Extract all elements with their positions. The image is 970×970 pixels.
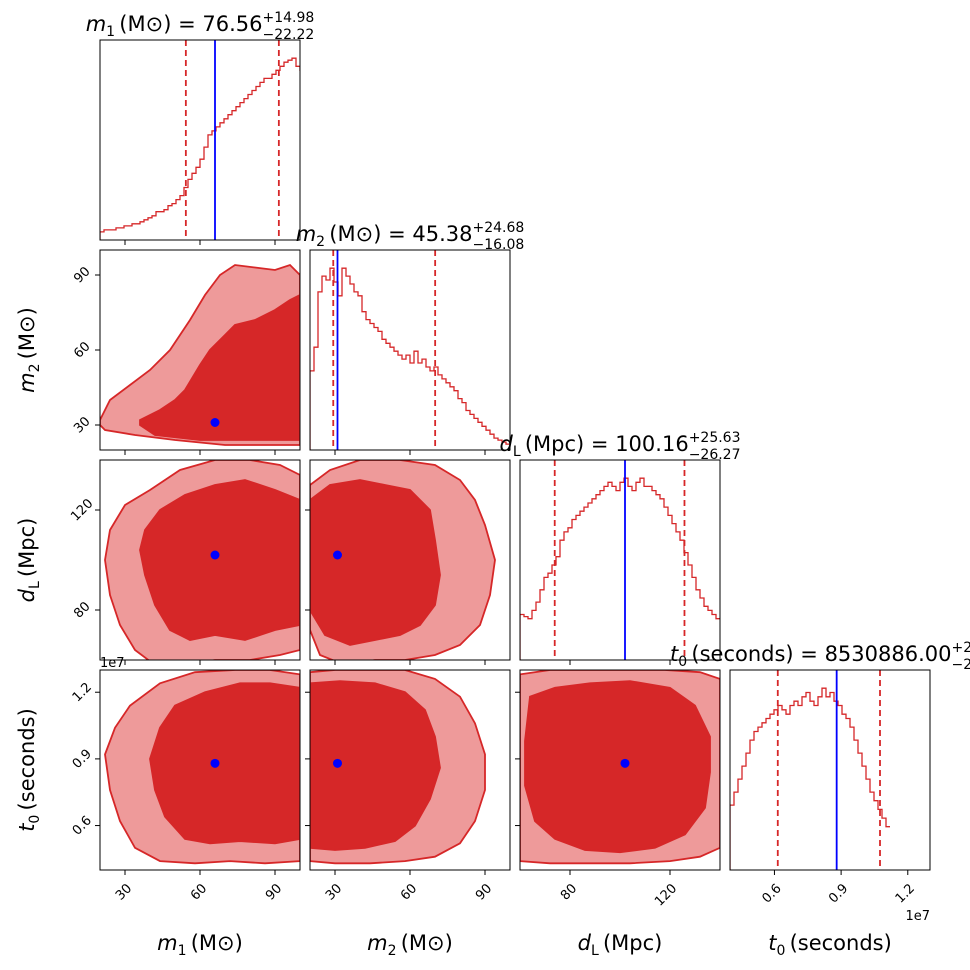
- x-tick-label: 90: [473, 881, 495, 903]
- histogram-t0: [730, 670, 890, 870]
- x-axis-label-m2: m2 (M⊙): [367, 931, 453, 959]
- y-axis-label-dL: dL (Mpc): [15, 518, 43, 603]
- y-tick-label: 120: [68, 496, 96, 524]
- title-value: = 100.16: [584, 432, 688, 456]
- x-tick-label: 60: [398, 881, 420, 903]
- title-err-plus: +25.63: [689, 430, 741, 446]
- title-err-plus: +223: [952, 640, 970, 656]
- title-err-plus: +24.68: [472, 220, 524, 236]
- histogram-m2: [310, 250, 510, 450]
- x-tick-label: 0.6: [759, 881, 784, 906]
- truth-marker: [210, 550, 220, 560]
- x-axis-label-m1: m1 (M⊙): [157, 931, 243, 959]
- x-axis-label-t0: t0 (seconds): [768, 931, 892, 959]
- x-tick-label: 0.9: [826, 881, 851, 906]
- contour-inner: [139, 293, 300, 441]
- panel-frame-3-3: [729, 669, 931, 871]
- y-offset-text: 1e7: [100, 656, 125, 671]
- title-unit: (M⊙): [329, 222, 381, 246]
- title-err-plus: +14.98: [262, 10, 314, 26]
- x-tick-label: 30: [113, 881, 135, 903]
- histogram-steps: [520, 477, 720, 660]
- truth-marker: [333, 758, 342, 768]
- x-offset-text: 1e7: [905, 909, 930, 924]
- title-unit: (Mpc): [525, 432, 584, 456]
- y-axis-label-t0: t0 (seconds): [15, 708, 43, 832]
- title-symbol: d: [500, 432, 514, 456]
- y-tick-label: 1.2: [70, 680, 95, 705]
- title-subscript: 0: [678, 654, 687, 670]
- contour-inner: [310, 680, 441, 851]
- truth-marker: [620, 758, 630, 768]
- density-m2-dL: [310, 460, 496, 660]
- density-m1-dL: [104, 460, 300, 660]
- truth-marker: [333, 550, 342, 560]
- panel-frame-2-3: [519, 669, 721, 871]
- x-tick-label: 80: [558, 881, 580, 903]
- title-err-minus: −22.22: [262, 27, 314, 43]
- density-m1-m2: [100, 263, 300, 446]
- histogram-steps: [310, 267, 510, 450]
- contour-inner: [524, 680, 711, 854]
- truth-marker: [210, 418, 220, 427]
- title-err-minus: −16.08: [472, 237, 524, 253]
- title-subscript: 1: [106, 24, 115, 40]
- truth-marker: [210, 758, 220, 768]
- title-symbol: m: [86, 12, 106, 36]
- x-tick-label: 120: [652, 881, 680, 909]
- y-tick-label: 0.9: [70, 747, 95, 772]
- title-symbol: t: [670, 642, 679, 666]
- histogram-m1: [100, 40, 300, 240]
- title-value: = 76.56: [171, 12, 262, 36]
- contour-inner: [310, 479, 441, 646]
- x-axis-label-dL: dL (Mpc): [578, 931, 663, 959]
- density-dL-t0: [520, 670, 720, 865]
- panel-frame-0-0: [99, 39, 301, 241]
- title-unit: (seconds): [691, 642, 793, 666]
- y-tick-label: 80: [71, 599, 93, 621]
- histogram-steps: [100, 57, 300, 240]
- density-m2-t0: [310, 670, 486, 865]
- contour-inner: [139, 479, 300, 641]
- title-err-minus: −238: [952, 657, 970, 673]
- panel-title-t0: t0 (seconds) = 8530886.00+223: [670, 640, 970, 670]
- y-tick-label: 0.6: [70, 813, 95, 838]
- title-err-minus: −26.27: [689, 447, 741, 463]
- title-subscript: 2: [316, 234, 325, 250]
- panel-frame-2-2: [519, 459, 721, 661]
- x-tick-label: 1.2: [893, 881, 918, 906]
- title-unit: (M⊙): [119, 12, 171, 36]
- y-tick-label: 60: [71, 339, 93, 361]
- y-axis-label-m2: m2 (M⊙): [15, 307, 43, 393]
- title-value: = 8530886.00: [794, 642, 952, 666]
- y-tick-label: 30: [71, 414, 93, 436]
- histogram-steps: [730, 687, 890, 870]
- panel-title-m2: m2 (M⊙) = 45.38+24.68: [296, 220, 525, 250]
- title-symbol: m: [296, 222, 316, 246]
- y-tick-label: 90: [71, 264, 93, 286]
- x-tick-label: 90: [263, 881, 285, 903]
- title-value: = 45.38: [381, 222, 472, 246]
- panel-title-m1: m1 (M⊙) = 76.56+14.98: [86, 10, 315, 40]
- panel-frame-1-1: [309, 249, 511, 451]
- histogram-dL: [520, 460, 720, 660]
- title-subscript: L: [513, 444, 521, 460]
- contour-inner: [149, 682, 300, 845]
- density-m1-t0: [104, 670, 300, 865]
- x-tick-label: 30: [323, 881, 345, 903]
- x-tick-label: 60: [188, 881, 210, 903]
